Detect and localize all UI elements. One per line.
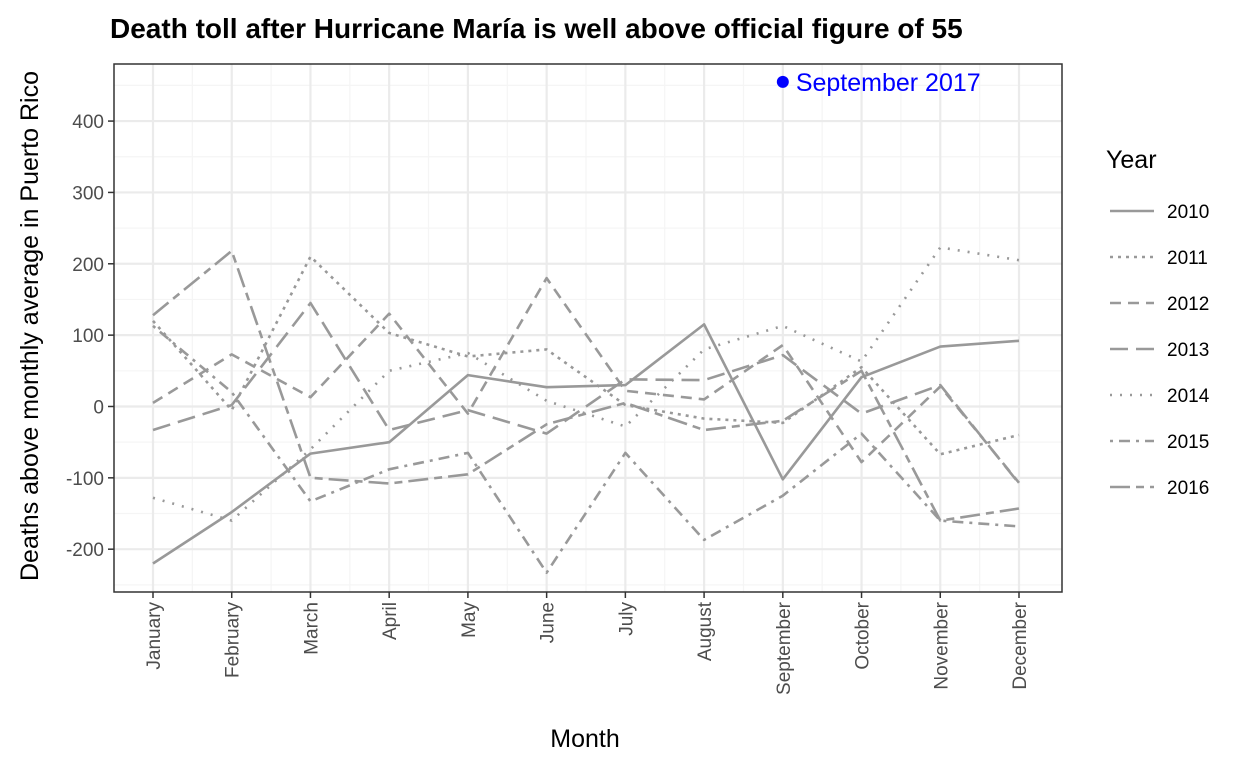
series-line-2013	[152, 301, 1021, 485]
series-line-2014	[152, 246, 1020, 522]
y-tick-label: 300	[72, 183, 104, 204]
x-tick-label: July	[616, 602, 637, 636]
y-tick-label: -200	[66, 540, 104, 561]
annotation-label: September 2017	[796, 69, 981, 97]
x-tick-label: September	[774, 601, 795, 695]
chart-title: Death toll after Hurricane María is well…	[110, 13, 963, 44]
x-tick-label: November	[931, 601, 952, 689]
x-tick-label: February	[223, 602, 244, 679]
legend-label-2015: 2015	[1167, 432, 1209, 453]
legend-label-2016: 2016	[1167, 478, 1209, 499]
x-tick-label: August	[695, 601, 716, 661]
x-tick-label: January	[144, 602, 165, 670]
y-tick-label: 400	[72, 112, 104, 133]
legend-label-2014: 2014	[1167, 386, 1210, 407]
panel-background	[114, 64, 1062, 592]
x-tick-label: March	[301, 602, 322, 655]
x-tick-label: June	[538, 602, 559, 643]
legend-label-2012: 2012	[1167, 294, 1209, 315]
y-tick-label: -100	[66, 469, 104, 490]
x-tick-label: October	[853, 601, 874, 669]
legend: Year 2010 2011 2012 2013 2014 2015 2016	[1106, 146, 1210, 499]
x-axis: January February March April May June July Augu…	[144, 592, 1031, 695]
legend-label-2011: 2011	[1167, 248, 1208, 269]
plot-panel	[114, 64, 1062, 592]
y-tick-label: 200	[72, 255, 104, 276]
x-tick-label: December	[1010, 601, 1031, 689]
series-line-2010	[152, 323, 1020, 565]
annotation-point	[776, 75, 789, 88]
legend-label-2010: 2010	[1167, 202, 1209, 223]
annotation: September 2017	[776, 69, 981, 97]
legend-label-2013: 2013	[1167, 340, 1209, 361]
y-tick-label: 100	[72, 326, 104, 347]
series-line-2015	[152, 324, 1020, 575]
y-axis-title: Deaths above monthly average in Puerto R…	[16, 71, 44, 581]
panel-border	[113, 63, 1063, 593]
series-line-2012	[152, 276, 1021, 484]
x-tick-label: May	[459, 602, 480, 638]
legend-title: Year	[1106, 146, 1157, 174]
series-line-2011	[152, 255, 1020, 456]
series-lines	[152, 246, 1021, 575]
y-axis: -200 -100 0 100 200 300 400	[66, 112, 114, 561]
x-axis-title: Month	[550, 725, 619, 753]
y-tick-label: 0	[93, 397, 104, 418]
x-tick-label: April	[380, 602, 401, 640]
